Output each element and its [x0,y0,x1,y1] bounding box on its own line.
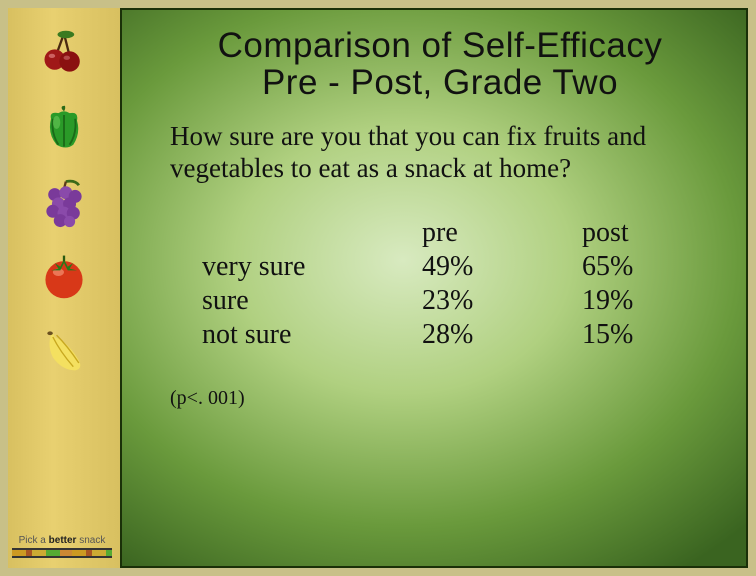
cell-post: 65% [582,251,742,283]
tagline-text-b: better [49,535,77,546]
cherries-icon [36,26,92,82]
title-line-2: Pre - Post, Grade Two [262,63,618,102]
sidebar: Pick a better snack [8,8,120,568]
cell-post: 19% [582,285,742,317]
row-label: very sure [202,251,422,283]
cell-post: 15% [582,319,742,351]
p-value: (p<. 001) [170,387,718,410]
cell-pre: 23% [422,285,582,317]
survey-question: How sure are you that you can fix fruits… [170,120,718,186]
tagline-text-c: snack [76,535,105,546]
tagline-bar-icon [12,548,112,558]
col-blank [202,217,422,249]
content-panel: Comparison of Self-Efficacy Pre - Post, … [120,8,748,568]
tagline: Pick a better snack [12,535,112,558]
col-post: post [582,217,742,249]
slide-title: Comparison of Self-Efficacy Pre - Post, … [162,28,718,102]
row-label: not sure [202,319,422,351]
cell-pre: 28% [422,319,582,351]
col-pre: pre [422,217,582,249]
slide: Pick a better snack Comparison of Self-E… [8,8,748,568]
row-label: sure [202,285,422,317]
tomato-icon [36,248,92,304]
pepper-icon [36,100,92,156]
cell-pre: 49% [422,251,582,283]
tagline-text-a: Pick a [19,535,49,546]
results-table: pre post very sure 49% 65% sure 23% 19% … [202,217,718,351]
title-line-1: Comparison of Self-Efficacy [218,26,663,65]
grapes-icon [36,174,92,230]
banana-icon [36,322,92,378]
